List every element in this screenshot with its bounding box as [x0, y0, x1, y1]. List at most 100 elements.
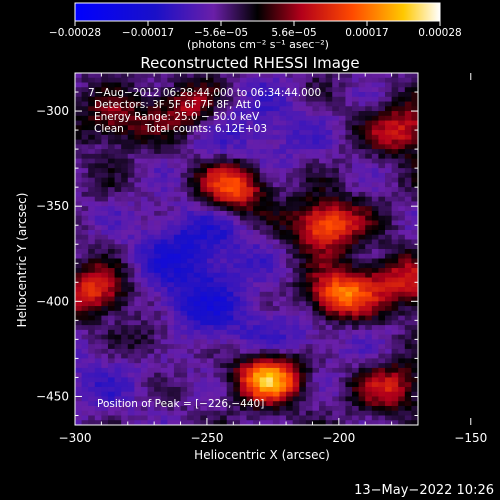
heatmap-cell: [338, 111, 346, 117]
heatmap-cell: [325, 158, 333, 164]
heatmap-cell: [246, 234, 254, 240]
heatmap-cell: [266, 149, 274, 155]
heatmap-cell: [299, 386, 307, 393]
heatmap-cell: [253, 377, 261, 383]
heatmap-cell: [365, 234, 373, 240]
heatmap-cell: [292, 249, 300, 255]
heatmap-cell: [127, 149, 135, 155]
heatmap-cell: [292, 315, 300, 321]
heatmap-cell: [167, 149, 175, 155]
heatmap-cell: [398, 82, 406, 88]
heatmap-cell: [154, 229, 162, 236]
heatmap-cell: [411, 196, 418, 202]
heatmap-cell: [193, 272, 201, 278]
heatmap-cell: [286, 163, 294, 169]
heatmap-cell: [160, 92, 168, 98]
heatmap-cell: [127, 196, 135, 202]
heatmap-cell: [200, 329, 208, 336]
heatmap-cell: [352, 168, 360, 174]
heatmap-cell: [101, 405, 109, 412]
heatmap-cell: [187, 120, 195, 126]
heatmap-cell: [121, 130, 129, 136]
heatmap-cell: [206, 168, 214, 174]
heatmap-cell: [233, 149, 241, 155]
heatmap-cell: [259, 310, 267, 316]
heatmap-cell: [147, 410, 155, 416]
heatmap-cell: [226, 367, 234, 374]
heatmap-cell: [319, 92, 327, 98]
heatmap-cell: [75, 172, 82, 179]
heatmap-cell: [391, 191, 399, 198]
heatmap-cell: [319, 334, 327, 340]
heatmap-cell: [404, 282, 412, 288]
heatmap-cell: [385, 125, 393, 131]
heatmap-cell: [173, 306, 181, 312]
heatmap-cell: [286, 101, 294, 107]
heatmap-cell: [325, 339, 333, 345]
heatmap-cell: [180, 249, 188, 255]
heatmap-cell: [134, 396, 142, 402]
heatmap-cell: [187, 115, 195, 121]
heatmap-cell: [107, 234, 115, 240]
heatmap-cell: [398, 320, 406, 326]
heatmap-cell: [154, 353, 162, 359]
heatmap-cell: [246, 287, 254, 293]
heatmap-cell: [134, 172, 142, 179]
heatmap-cell: [391, 291, 399, 297]
heatmap-cell: [371, 372, 379, 378]
heatmap-cell: [352, 334, 360, 340]
heatmap-cell: [371, 325, 379, 331]
heatmap-cell: [246, 405, 254, 412]
heatmap-cell: [101, 239, 109, 245]
heatmap-cell: [246, 258, 254, 264]
heatmap-cell: [88, 115, 96, 121]
heatmap-cell: [180, 134, 188, 140]
heatmap-cell: [154, 382, 162, 388]
heatmap-cell: [88, 172, 96, 179]
heatmap-cell: [292, 415, 300, 421]
heatmap-cell: [81, 182, 89, 188]
heatmap-cell: [193, 177, 201, 183]
heatmap-cell: [411, 73, 418, 79]
heatmap-cell: [147, 372, 155, 378]
heatmap-cell: [140, 153, 148, 160]
heatmap-cell: [292, 168, 300, 174]
heatmap-cell: [173, 106, 181, 112]
heatmap-cell: [239, 177, 247, 183]
heatmap-cell: [187, 220, 195, 226]
heatmap-cell: [233, 73, 241, 79]
heatmap-cell: [371, 320, 379, 326]
heatmap-cell: [180, 386, 188, 393]
heatmap-cell: [385, 287, 393, 293]
heatmap-cell: [193, 115, 201, 121]
heatmap-cell: [312, 168, 320, 174]
heatmap-cell: [193, 282, 201, 288]
heatmap-cell: [173, 73, 181, 79]
heatmap-cell: [173, 87, 181, 93]
heatmap-cell: [371, 172, 379, 179]
heatmap-cell: [167, 120, 175, 126]
heatmap-cell: [253, 344, 261, 350]
heatmap-cell: [107, 191, 115, 198]
heatmap-cell: [259, 168, 267, 174]
heatmap-cell: [94, 277, 102, 283]
heatmap-cell: [140, 177, 148, 183]
heatmap-cell: [352, 187, 360, 193]
heatmap-cell: [220, 310, 228, 316]
heatmap-cell: [101, 149, 109, 155]
heatmap-cell: [319, 310, 327, 316]
heatmap-cell: [233, 125, 241, 131]
heatmap-cell: [266, 325, 274, 331]
heatmap-cell: [259, 353, 267, 359]
heatmap-cell: [226, 210, 234, 217]
heatmap-cell: [94, 339, 102, 345]
heatmap-cell: [226, 101, 234, 107]
heatmap-cell: [312, 325, 320, 331]
heatmap-cell: [404, 196, 412, 202]
heatmap-cell: [358, 92, 366, 98]
heatmap-cell: [398, 172, 406, 179]
heatmap-cell: [140, 301, 148, 307]
heatmap-cell: [134, 177, 142, 183]
heatmap-cell: [134, 125, 142, 131]
heatmap-cell: [206, 215, 214, 221]
